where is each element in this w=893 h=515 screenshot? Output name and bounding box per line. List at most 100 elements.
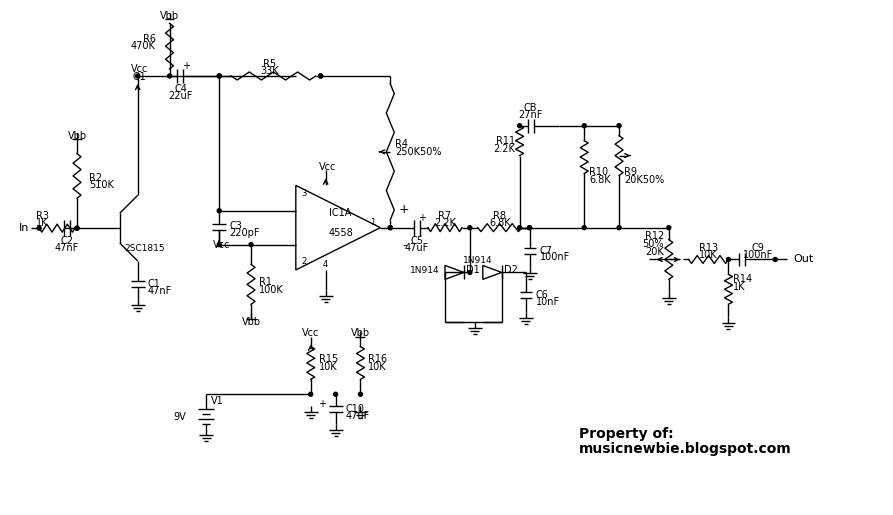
Text: -: - (402, 239, 406, 252)
Circle shape (334, 392, 338, 396)
Text: Q1: Q1 (133, 72, 146, 82)
Text: Property of:: Property of: (580, 427, 674, 441)
Text: C3: C3 (230, 220, 242, 231)
Circle shape (518, 124, 522, 128)
Text: 10K: 10K (319, 363, 338, 372)
Circle shape (727, 258, 730, 262)
Text: +: + (399, 203, 410, 216)
Text: R6: R6 (143, 34, 155, 44)
Text: Out: Out (793, 254, 814, 265)
Circle shape (617, 124, 621, 128)
Circle shape (582, 226, 586, 230)
Text: musicnewbie.blogspot.com: musicnewbie.blogspot.com (580, 442, 792, 456)
Circle shape (309, 392, 313, 396)
Circle shape (217, 74, 221, 78)
Circle shape (38, 226, 41, 230)
Text: Vcc: Vcc (131, 64, 148, 74)
Circle shape (319, 74, 322, 78)
Text: 4558: 4558 (329, 228, 353, 237)
Text: C6: C6 (536, 290, 548, 300)
Text: 4: 4 (323, 261, 329, 269)
Text: 50%: 50% (642, 238, 663, 249)
Text: C4: C4 (174, 84, 187, 94)
Text: R8: R8 (493, 211, 506, 221)
Text: D2: D2 (504, 265, 518, 276)
Text: Vcc: Vcc (319, 163, 337, 173)
Text: 33K: 33K (261, 66, 280, 76)
Text: 2.2K: 2.2K (434, 218, 456, 228)
Text: C9: C9 (751, 243, 764, 252)
Text: R15: R15 (319, 354, 338, 365)
Text: 2SC1815: 2SC1815 (125, 244, 165, 252)
Text: 250K50%: 250K50% (396, 147, 442, 157)
Text: C5: C5 (411, 235, 423, 246)
Text: 1K: 1K (36, 218, 48, 228)
Text: R1: R1 (259, 278, 272, 287)
Circle shape (388, 226, 392, 230)
Circle shape (358, 392, 363, 396)
Text: In: In (20, 223, 29, 233)
Text: C7: C7 (539, 246, 553, 255)
Text: 9V: 9V (173, 412, 187, 422)
Circle shape (582, 124, 586, 128)
Text: 100nF: 100nF (743, 249, 773, 260)
Circle shape (75, 226, 79, 230)
Text: 470K: 470K (130, 41, 155, 51)
Text: 1N914: 1N914 (410, 266, 440, 275)
Circle shape (667, 226, 671, 230)
Text: Vcc: Vcc (213, 239, 230, 250)
Text: C10: C10 (346, 404, 364, 414)
Text: R13: R13 (699, 243, 718, 252)
Text: 22uF: 22uF (168, 91, 193, 101)
Text: 1K: 1K (733, 282, 746, 293)
Text: V1: V1 (212, 396, 224, 406)
Text: R9: R9 (624, 167, 637, 177)
Circle shape (217, 209, 221, 213)
Text: R10: R10 (589, 167, 608, 177)
Text: 47nF: 47nF (147, 286, 171, 296)
Text: R16: R16 (369, 354, 388, 365)
Text: 20K: 20K (645, 247, 663, 256)
Circle shape (468, 270, 472, 274)
Text: R14: R14 (733, 274, 753, 284)
Text: R12: R12 (645, 231, 663, 241)
Circle shape (168, 74, 171, 78)
Circle shape (773, 258, 777, 262)
Text: CB: CB (524, 103, 538, 113)
Text: R2: R2 (89, 174, 102, 183)
Text: +: + (318, 399, 326, 409)
Text: 510K: 510K (89, 180, 113, 191)
Text: 6.8K: 6.8K (589, 175, 611, 185)
Text: R4: R4 (396, 139, 408, 149)
Circle shape (617, 226, 621, 230)
Circle shape (217, 243, 221, 247)
Circle shape (468, 226, 472, 230)
Text: R7: R7 (438, 211, 452, 221)
Text: R5: R5 (263, 59, 277, 69)
Circle shape (217, 74, 221, 78)
Text: 10K: 10K (369, 363, 387, 372)
Text: 2.2K: 2.2K (493, 144, 514, 153)
Text: 47uF: 47uF (346, 411, 370, 421)
Circle shape (75, 226, 79, 230)
Text: 220pF: 220pF (230, 228, 260, 237)
Text: 6.8K: 6.8K (488, 218, 511, 228)
Text: 10nF: 10nF (536, 297, 560, 307)
Text: C2: C2 (61, 236, 73, 246)
Text: Vbb: Vbb (68, 131, 87, 141)
Circle shape (388, 226, 392, 230)
Text: C1: C1 (147, 279, 161, 289)
Circle shape (528, 226, 531, 230)
Text: 1N914: 1N914 (463, 256, 493, 265)
Text: 2: 2 (301, 258, 306, 266)
Text: 20K50%: 20K50% (624, 175, 664, 185)
Text: R11: R11 (496, 135, 514, 146)
Text: 47uF: 47uF (405, 243, 430, 252)
Text: 27nF: 27nF (518, 110, 543, 120)
Text: IC1A: IC1A (330, 208, 352, 218)
Text: Vcc: Vcc (302, 328, 320, 338)
Text: D1: D1 (466, 265, 480, 276)
Text: Vbb: Vbb (160, 11, 179, 21)
Circle shape (249, 243, 253, 247)
Text: 47nF: 47nF (55, 243, 79, 253)
